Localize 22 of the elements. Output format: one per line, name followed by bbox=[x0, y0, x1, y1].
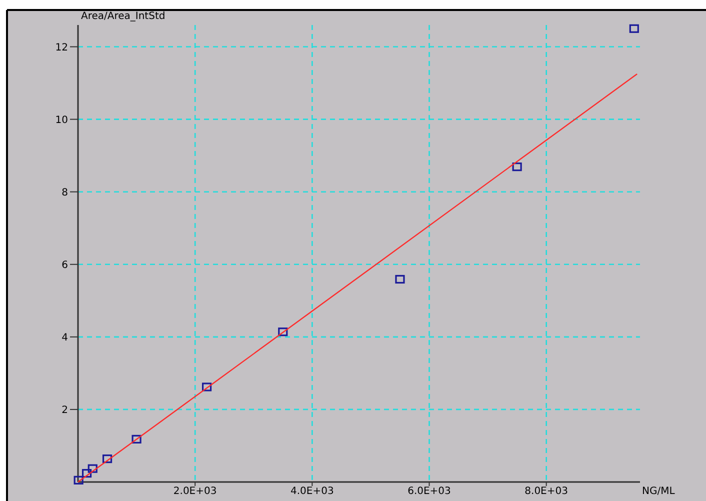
point bbox=[629, 24, 639, 33]
x-tick-label: 4.0E+03 bbox=[290, 486, 334, 497]
x-tick-label: 2.0E+03 bbox=[173, 486, 217, 497]
y-tick-label: 10 bbox=[55, 114, 68, 126]
x-tick-label: 6.0E+03 bbox=[408, 486, 451, 497]
point bbox=[74, 476, 84, 484]
y-tick-label: 4 bbox=[62, 332, 68, 344]
point bbox=[82, 468, 92, 478]
point bbox=[395, 274, 405, 284]
y-tick-label: 6 bbox=[62, 260, 68, 271]
y-tick-label: 2 bbox=[62, 404, 68, 416]
point bbox=[202, 382, 212, 392]
point bbox=[512, 162, 522, 172]
point bbox=[132, 434, 142, 444]
point bbox=[278, 328, 288, 336]
y-axis-title: Area/Area_IntStd bbox=[81, 11, 166, 22]
x-axis-title: NG/ML bbox=[642, 486, 676, 497]
x-tick-label: 8.0E+03 bbox=[524, 486, 568, 497]
point bbox=[102, 454, 112, 464]
y-tick-label: 12 bbox=[55, 42, 68, 54]
y-tick-label: 8 bbox=[62, 187, 68, 198]
point bbox=[88, 464, 98, 473]
